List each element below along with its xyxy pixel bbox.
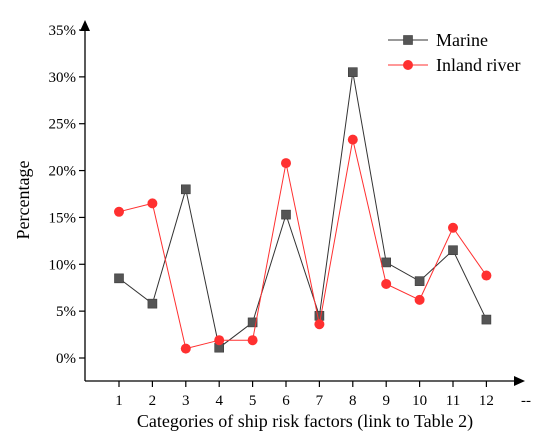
y-tick-label: 10% [49,257,77,273]
series-marine [114,67,492,353]
data-point [314,319,325,330]
x-tick-label: 5 [249,393,257,409]
x-tick-label: 12 [479,393,494,409]
y-tick-label: 20% [49,164,77,180]
legend-item: Marine [388,30,488,50]
data-point [481,314,492,325]
series-line [118,72,487,349]
series-inland-river [114,134,492,354]
x-tick-label: 8 [349,393,357,409]
data-point [448,245,458,256]
y-axis-arrow [80,20,90,31]
y-tick-label: 0% [56,351,76,367]
y-tick-label: 30% [49,70,77,86]
x-tick-label: 3 [182,393,190,409]
y-axis-title: Percentage [13,161,33,240]
y-tick-label: 35% [49,23,77,39]
legend-label: Inland river [436,55,520,75]
data-point [481,270,492,281]
x-tick-label: 4 [215,393,223,409]
data-point [181,184,191,195]
x-tick-label: 11 [446,393,460,409]
legend-marker [403,35,413,45]
x-tick-label: 7 [316,393,324,409]
x-tick-label: 10 [412,393,427,409]
legend-item: Inland river [388,55,520,75]
axes: 0%5%10%15%20%25%30%35%1 2 3 4 5 6 7 8 9 10 11 12 -- [49,20,531,409]
legend-label: Marine [436,30,488,50]
data-point [147,298,158,309]
legend: Marine Inland river [388,30,520,75]
data-point [214,335,225,346]
y-tick-label: 25% [49,117,77,133]
data-point [247,317,258,328]
data-point [281,209,291,220]
legend-marker [403,60,413,70]
x-axis-title: Categories of ship risk factors (link to… [137,411,473,432]
data-point [381,257,392,268]
data-point [180,343,191,354]
x-tick-label: 9 [382,393,390,409]
data-point [114,206,124,217]
series-line [118,139,487,350]
x-axis-end-label: -- [521,393,531,409]
y-tick-label: 15% [49,210,77,226]
x-tick-label: 2 [149,393,157,409]
x-tick-label: 1 [115,393,123,409]
data-point [281,158,291,169]
series [114,67,492,354]
data-point [414,294,425,305]
x-tick-label: 6 [282,393,290,409]
data-point [347,67,358,77]
data-point [414,276,425,286]
data-point [347,134,358,145]
data-point [381,278,392,289]
y-tick-label: 5% [56,304,76,320]
data-point [247,335,258,346]
data-point [114,273,124,284]
x-axis-arrow [514,376,525,386]
data-point [314,311,325,321]
data-point [448,222,458,233]
data-point [147,198,158,209]
